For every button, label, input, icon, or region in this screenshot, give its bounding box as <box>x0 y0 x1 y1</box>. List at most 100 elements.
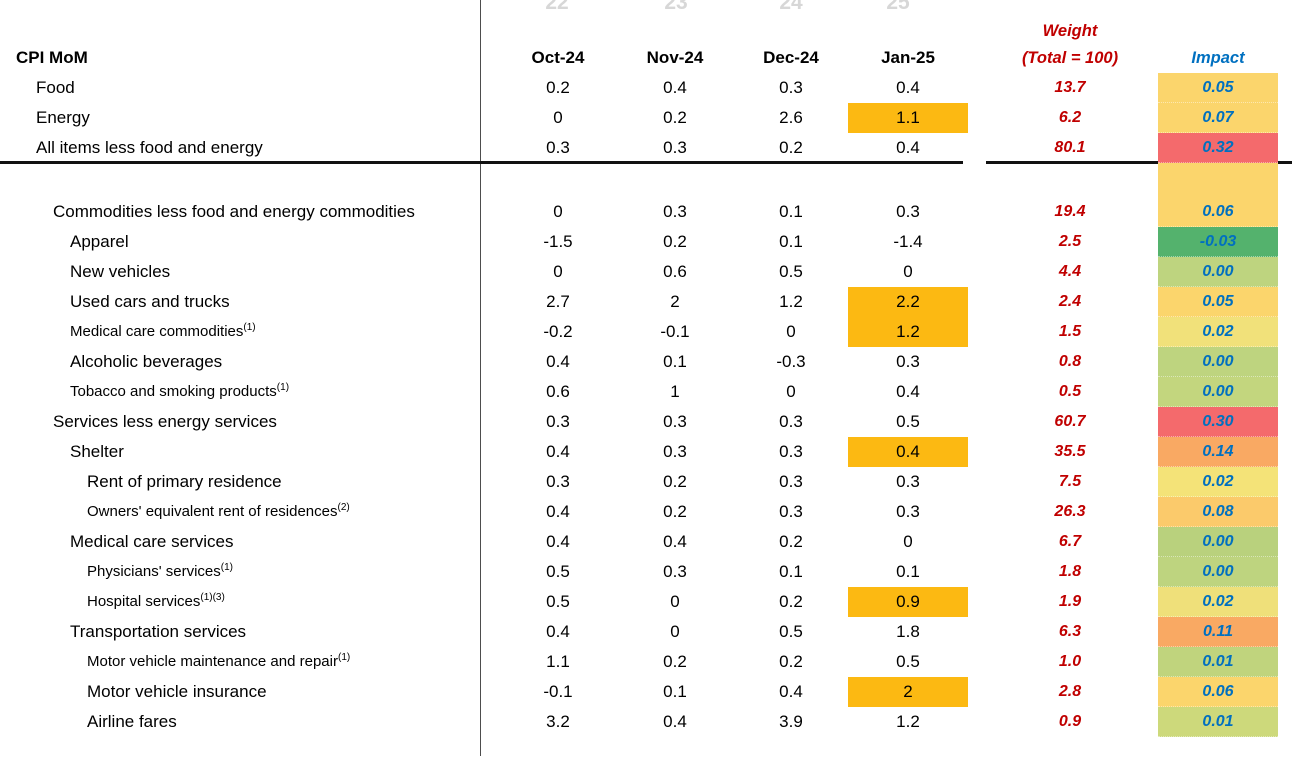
cell-impact[interactable]: 0.00 <box>1158 347 1278 377</box>
cell-oct-24[interactable]: 0 <box>553 202 563 221</box>
row-label[interactable]: Energy <box>36 108 90 127</box>
cell-jan-25[interactable]: 1.1 <box>848 103 968 133</box>
cell-jan-25[interactable]: 0.3 <box>896 352 920 371</box>
cell-jan-25[interactable]: 0.3 <box>896 202 920 221</box>
cell-weight[interactable]: 19.4 <box>1054 203 1086 220</box>
cell-weight[interactable]: 60.7 <box>1054 413 1086 430</box>
cell-nov-24[interactable]: 0.2 <box>663 652 687 671</box>
cell-weight[interactable]: 4.4 <box>1058 263 1082 280</box>
cell-weight[interactable]: 0.5 <box>1058 383 1082 400</box>
row-label[interactable]: Owners' equivalent rent of residences(2) <box>87 502 350 521</box>
row-label[interactable]: Food <box>36 78 75 97</box>
cell-impact[interactable]: 0.11 <box>1158 617 1278 647</box>
cell-oct-24[interactable]: -0.1 <box>543 682 573 701</box>
cell-weight[interactable]: 35.5 <box>1054 443 1086 460</box>
cell-oct-24[interactable]: 0.5 <box>546 592 570 611</box>
cell-impact[interactable]: -0.03 <box>1158 227 1278 257</box>
cell-oct-24[interactable]: 1.1 <box>546 652 570 671</box>
cell-nov-24[interactable]: 0.6 <box>663 262 687 281</box>
cell-impact[interactable]: 0.00 <box>1158 257 1278 287</box>
row-label[interactable]: Motor vehicle insurance <box>87 682 267 701</box>
cell-nov-24[interactable]: 1 <box>670 382 680 401</box>
cell-nov-24[interactable]: 0.3 <box>663 412 687 431</box>
cell-oct-24[interactable]: 0.5 <box>546 562 570 581</box>
cell-dec-24[interactable]: 0 <box>786 322 796 341</box>
cell-impact[interactable]: 0.14 <box>1158 437 1278 467</box>
cell-oct-24[interactable]: 0.4 <box>546 502 570 521</box>
cell-weight[interactable]: 2.5 <box>1058 233 1082 250</box>
cell-impact[interactable]: 0.07 <box>1158 103 1278 133</box>
cell-jan-25[interactable]: 0.3 <box>896 472 920 491</box>
cell-jan-25[interactable]: 0.3 <box>896 502 920 521</box>
cell-nov-24[interactable]: 0.4 <box>663 712 687 731</box>
cell-dec-24[interactable]: 0 <box>786 382 796 401</box>
cell-nov-24[interactable]: 0.1 <box>663 682 687 701</box>
row-label[interactable]: Hospital services(1)(3) <box>87 592 225 611</box>
cell-oct-24[interactable]: 0.4 <box>546 622 570 641</box>
cell-weight[interactable]: 2.4 <box>1058 293 1082 310</box>
cell-impact[interactable]: 0.05 <box>1158 287 1278 317</box>
row-label[interactable]: Used cars and trucks <box>70 292 230 311</box>
cell-dec-24[interactable]: 0.3 <box>779 502 803 521</box>
cell-jan-25[interactable]: 0.4 <box>896 138 920 157</box>
cell-nov-24[interactable]: 0.4 <box>663 532 687 551</box>
cell-oct-24[interactable]: 0.2 <box>546 78 570 97</box>
cell-nov-24[interactable]: 0 <box>670 592 680 611</box>
cell-dec-24[interactable]: 0.4 <box>779 682 803 701</box>
cell-weight[interactable]: 7.5 <box>1058 473 1082 490</box>
cell-weight[interactable]: 2.8 <box>1058 683 1082 700</box>
row-label[interactable]: Tobacco and smoking products(1) <box>70 382 290 401</box>
cell-nov-24[interactable]: 2 <box>670 292 680 311</box>
cell-dec-24[interactable]: 0.3 <box>779 472 803 491</box>
cell-jan-25[interactable]: 2.2 <box>848 287 968 317</box>
cell-oct-24[interactable]: 0 <box>553 108 563 127</box>
row-label[interactable]: All items less food and energy <box>36 138 263 157</box>
cell-dec-24[interactable]: 0.5 <box>779 622 803 641</box>
cell-impact[interactable]: 0.30 <box>1158 407 1278 437</box>
cell-jan-25[interactable]: 0.4 <box>896 78 920 97</box>
cell-weight[interactable]: 80.1 <box>1054 139 1086 156</box>
cell-oct-24[interactable]: 0.3 <box>546 138 570 157</box>
cell-nov-24[interactable]: 0.4 <box>663 78 687 97</box>
cell-impact[interactable]: 0.06 <box>1158 197 1278 227</box>
cell-impact[interactable]: 0.00 <box>1158 557 1278 587</box>
cell-oct-24[interactable]: 0.4 <box>546 532 570 551</box>
cell-jan-25[interactable]: 1.2 <box>848 317 968 347</box>
cell-weight[interactable]: 1.8 <box>1058 563 1082 580</box>
row-label[interactable]: New vehicles <box>70 262 171 281</box>
cell-dec-24[interactable]: 0.1 <box>779 232 803 251</box>
cell-dec-24[interactable]: 0.5 <box>779 262 803 281</box>
cell-oct-24[interactable]: 0.3 <box>546 412 570 431</box>
cell-oct-24[interactable]: 0.6 <box>546 382 570 401</box>
cell-oct-24[interactable]: 0.4 <box>546 352 570 371</box>
row-label[interactable]: Commodities less food and energy commodi… <box>53 202 415 221</box>
row-label[interactable]: Alcoholic beverages <box>70 352 223 371</box>
cell-dec-24[interactable]: 0.1 <box>779 202 803 221</box>
cell-nov-24[interactable]: 0.2 <box>663 502 687 521</box>
cell-impact[interactable]: 0.32 <box>1158 133 1278 163</box>
row-label[interactable]: Apparel <box>70 232 129 251</box>
row-label[interactable]: Services less energy services <box>53 412 277 431</box>
cell-weight[interactable]: 13.7 <box>1054 79 1086 96</box>
cell-dec-24[interactable]: 0.3 <box>779 78 803 97</box>
cell-nov-24[interactable]: 0.1 <box>663 352 687 371</box>
cell-impact[interactable]: 0.02 <box>1158 587 1278 617</box>
cell-impact[interactable]: 0.08 <box>1158 497 1278 527</box>
cell-oct-24[interactable]: -0.2 <box>543 322 573 341</box>
row-label[interactable]: Rent of primary residence <box>87 472 282 491</box>
cell-dec-24[interactable]: -0.3 <box>776 352 806 371</box>
cell-oct-24[interactable]: 3.2 <box>546 712 570 731</box>
cell-dec-24[interactable]: 0.2 <box>779 592 803 611</box>
cell-weight[interactable]: 1.5 <box>1058 323 1082 340</box>
cell-impact[interactable]: 0.02 <box>1158 317 1278 347</box>
row-label[interactable]: Transportation services <box>70 622 247 641</box>
cell-jan-25[interactable]: 0.5 <box>896 412 920 431</box>
cell-dec-24[interactable]: 0.2 <box>779 138 803 157</box>
cell-jan-25[interactable]: 0 <box>903 262 913 281</box>
cell-jan-25[interactable]: 0 <box>903 532 913 551</box>
cell-nov-24[interactable]: 0.3 <box>663 138 687 157</box>
cell-weight[interactable]: 1.0 <box>1058 653 1082 670</box>
cell-nov-24[interactable]: -0.1 <box>660 322 690 341</box>
cell-weight[interactable]: 6.3 <box>1058 623 1082 640</box>
cell-oct-24[interactable]: 0.3 <box>546 472 570 491</box>
